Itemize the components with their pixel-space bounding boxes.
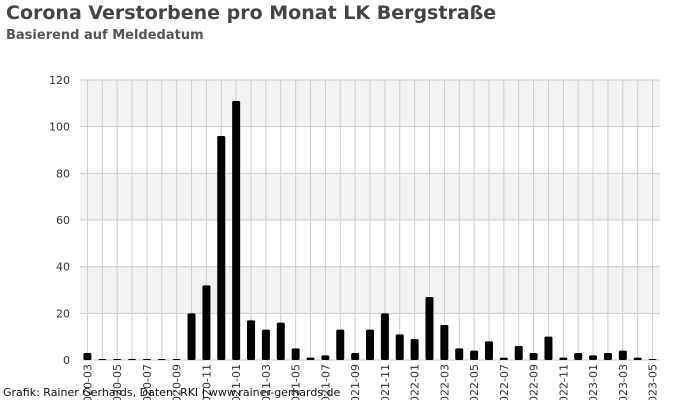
bar-2022-11 xyxy=(559,357,568,360)
bar-2021-06 xyxy=(306,357,315,360)
bar-2021-01 xyxy=(232,101,241,360)
bar-2020-09 xyxy=(172,359,181,360)
bar-2022-09 xyxy=(529,353,538,360)
x-tick-label: 2022-05 xyxy=(468,364,481,400)
x-tick-label: 2022-07 xyxy=(498,364,511,400)
x-tick-label: 2023-05 xyxy=(647,364,660,400)
x-tick-label: 2021-03 xyxy=(260,364,273,400)
bar-2020-11 xyxy=(202,285,211,360)
bar-2022-04 xyxy=(455,348,464,360)
bar-2021-08 xyxy=(336,329,345,360)
y-tick-label: 80 xyxy=(56,167,70,180)
y-tick-label: 60 xyxy=(56,214,70,227)
bar-2022-02 xyxy=(425,297,434,360)
y-tick-label: 100 xyxy=(49,121,70,134)
y-axis-ticks: 0 20 40 60 80 100 120 xyxy=(49,74,70,367)
bar-2022-08 xyxy=(514,346,523,360)
bar-2022-03 xyxy=(440,325,449,360)
x-tick-label: 2022-01 xyxy=(409,364,422,400)
bar-2021-12 xyxy=(395,334,404,360)
chart-subtitle: Basierend auf Meldedatum xyxy=(6,28,204,43)
source-credit: Grafik: Rainer Gerhards, Daten: RKI | ww… xyxy=(3,386,341,399)
bar-2021-10 xyxy=(366,329,374,360)
bar-2021-07 xyxy=(321,355,330,360)
bar-2023-01 xyxy=(589,355,598,360)
bar-2023-02 xyxy=(603,353,612,360)
bar-2021-02 xyxy=(247,320,256,360)
x-tick-label: 2022-09 xyxy=(528,364,541,400)
bar-2020-05 xyxy=(113,359,122,360)
x-tick-label: 2023-03 xyxy=(617,364,630,400)
bar-2021-03 xyxy=(261,329,270,360)
bar-2022-06 xyxy=(484,341,493,360)
bar-2023-04 xyxy=(633,357,642,360)
bar-2022-05 xyxy=(470,350,479,360)
bar-2023-05 xyxy=(648,359,657,360)
y-tick-label: 20 xyxy=(56,307,70,320)
chart-title: Corona Verstorbene pro Monat LK Bergstra… xyxy=(6,2,497,24)
bar-2020-12 xyxy=(217,136,226,360)
x-tick-label: 2021-07 xyxy=(319,364,332,400)
bar-2022-10 xyxy=(544,336,553,360)
bar-2023-03 xyxy=(618,350,627,360)
x-tick-label: 2020-11 xyxy=(200,364,213,400)
bar-2020-10 xyxy=(187,313,196,360)
x-tick-label: 2023-01 xyxy=(587,364,600,400)
x-tick-label: 2021-11 xyxy=(379,364,392,400)
bar-2021-05 xyxy=(291,348,300,360)
x-axis-ticks: 2020-03 2020-05 2020-07 2020-09 2020-11 2021-… xyxy=(81,364,659,400)
bar-2020-04 xyxy=(98,359,107,360)
x-tick-label: 2020-05 xyxy=(111,364,124,400)
bar-2020-07 xyxy=(142,359,151,360)
x-tick-label: 2021-01 xyxy=(230,364,243,400)
bar-2021-09 xyxy=(351,353,360,360)
y-tick-label: 0 xyxy=(63,354,70,367)
x-tick-label: 2022-11 xyxy=(557,364,570,400)
bar-2020-03 xyxy=(83,353,92,360)
x-tick-label: 2020-07 xyxy=(141,364,154,400)
bar-2022-01 xyxy=(410,339,419,360)
bar-2021-11 xyxy=(380,313,389,360)
bar-2022-12 xyxy=(574,353,583,360)
y-tick-label: 120 xyxy=(49,74,70,87)
bar-2020-08 xyxy=(157,359,166,360)
bars xyxy=(83,101,657,360)
x-tick-label: 2021-09 xyxy=(349,364,362,400)
bar-2021-04 xyxy=(276,322,285,360)
x-tick-label: 2022-03 xyxy=(438,364,451,400)
y-tick-label: 40 xyxy=(56,261,70,274)
bar-2020-06 xyxy=(128,359,137,360)
x-tick-label: 2020-03 xyxy=(81,364,94,400)
x-tick-label: 2020-09 xyxy=(171,364,184,400)
bar-2022-07 xyxy=(499,357,508,360)
x-tick-label: 2021-05 xyxy=(290,364,303,400)
